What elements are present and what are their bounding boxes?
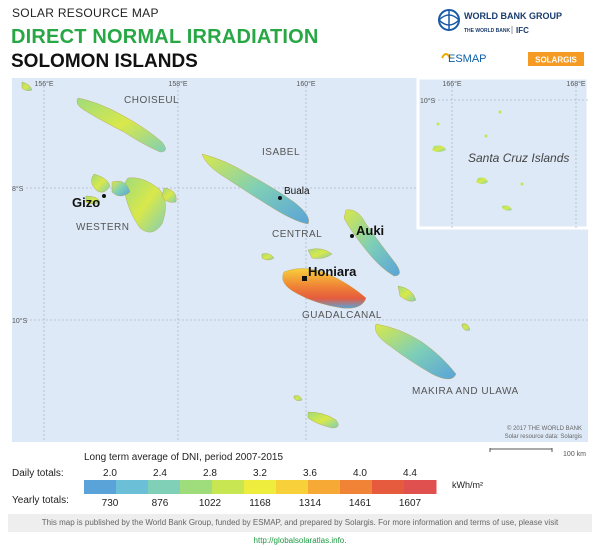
svg-text:SOLARGIS: SOLARGIS [535,56,577,65]
lon-label-156: 156°E [34,80,53,88]
legend-color-swatch [116,480,149,494]
source-text: Solar resource data: Solargis [505,434,582,440]
islands [21,81,471,429]
copyright-text: © 2017 THE WORLD BANK [507,425,582,432]
legend-color-swatch [308,480,341,494]
legend-yearly-tick: 1607 [399,498,422,509]
florida-islands [307,248,333,259]
legend-daily-label: Daily totals: [12,468,64,479]
legend-unit: kWh/m² [452,480,483,490]
wb-logo-text: THE WORLD BANK [464,28,510,34]
legend-daily-tick: 2.8 [203,468,217,479]
legend-color-swatch [148,480,181,494]
footer-text: This map is published by the World Bank … [41,518,559,527]
region-label-choiseul: CHOISEUL [124,95,179,106]
legend-daily-tick: 4.4 [403,468,417,479]
isabel-island [201,153,309,225]
footer: This map is published by the World Bank … [8,514,592,545]
svg-text:10°S: 10°S [420,97,436,105]
legend-color-swatch [244,480,277,494]
legend-color-swatch [372,480,405,494]
legend-daily-tick: 3.6 [303,468,317,479]
ulawa-island [461,323,471,331]
region-label-western: WESTERN [76,222,130,233]
legend-color-swatch [84,480,117,494]
legend-yearly-tick: 1314 [299,498,322,509]
vella-lavella-island [91,173,111,193]
santa-cruz-inset: 166°E 168°E 10°S Santa Cruz Islands [416,76,590,230]
legend-yearly-tick: 1461 [349,498,372,509]
region-label-makira: MAKIRA AND ULAWA [412,386,519,397]
sponsor-logos: WORLD BANK GROUP THE WORLD BANK IFC ESMA… [423,6,592,74]
solargis-logo: SOLARGIS [528,52,584,66]
legend-color-swatch [404,480,437,494]
legend-yearly-tick: 730 [102,498,119,509]
city-label-buala: Buala [284,186,310,197]
ifc-logo-text: IFC [516,26,529,35]
lat-label-10: 10°S [12,317,28,325]
city-label-honiara: Honiara [308,264,357,279]
city-marker-gizo [102,194,106,198]
lon-label-160: 160°E [296,80,315,88]
legend-color-swatch [340,480,373,494]
svg-text:100 km: 100 km [563,451,586,458]
legend-daily-tick: 2.4 [153,468,167,479]
malaita-island [343,209,400,277]
region-label-isabel: ISABEL [262,147,300,158]
city-marker-auki [350,234,354,238]
russell-islands [261,253,275,261]
kolombangara-island [111,180,131,197]
country-name: SOLOMON ISLANDS [11,51,198,72]
city-marker-buala [278,196,282,200]
legend-yearly-tick: 1168 [249,498,271,509]
choiseul-island [76,97,166,153]
svg-text:168°E: 168°E [566,80,585,88]
inset-label: Santa Cruz Islands [468,151,569,165]
scale-bar: 100 km [489,446,586,458]
city-label-auki: Auki [356,223,384,238]
vangunu-island [161,187,177,203]
makira-island [375,323,457,380]
legend-color-swatch [212,480,245,494]
esmap-logo: ESMAP [441,53,487,65]
svg-text:166°E: 166°E [442,80,461,88]
wbg-logo-text: WORLD BANK GROUP [464,11,562,21]
world-bank-globe-icon [438,9,461,31]
city-label-gizo: Gizo [72,195,100,210]
legend-daily-tick: 4.0 [353,468,367,479]
lon-label-158: 158°E [168,80,187,88]
region-label-central: CENTRAL [272,229,322,240]
shortland-islands [21,81,33,91]
legend-yearly-tick: 876 [152,498,169,509]
rendova-island [85,195,101,205]
lat-label-8: 8°S [12,185,24,193]
rennell-island [307,411,339,429]
small-malaita-island [397,285,417,302]
legend: Long term average of DNI, period 2007-20… [0,446,600,518]
capital-marker-honiara [302,276,307,281]
legend-yearly-tick: 1022 [199,498,222,509]
legend-color-swatch [180,480,213,494]
legend-caption: Long term average of DNI, period 2007-20… [84,452,283,463]
map-title: DIRECT NORMAL IRRADIATION [11,26,319,48]
map-kicker: SOLAR RESOURCE MAP [12,6,159,20]
new-georgia-island [124,177,166,233]
svg-text:ESMAP: ESMAP [448,53,487,65]
bellona-island [293,395,303,401]
atlas-link[interactable]: http://globalsolaratlas.info [253,536,345,545]
legend-daily-tick: 2.0 [103,468,117,479]
legend-yearly-label: Yearly totals: [12,495,69,506]
legend-color-swatch [276,480,309,494]
map-area: 156°E 158°E 160°E 8°S 10°S CHOIS [12,76,590,442]
region-label-guadalcanal: GUADALCANAL [302,310,382,321]
legend-daily-tick: 3.2 [253,468,267,479]
legend-colorbar [84,480,437,494]
